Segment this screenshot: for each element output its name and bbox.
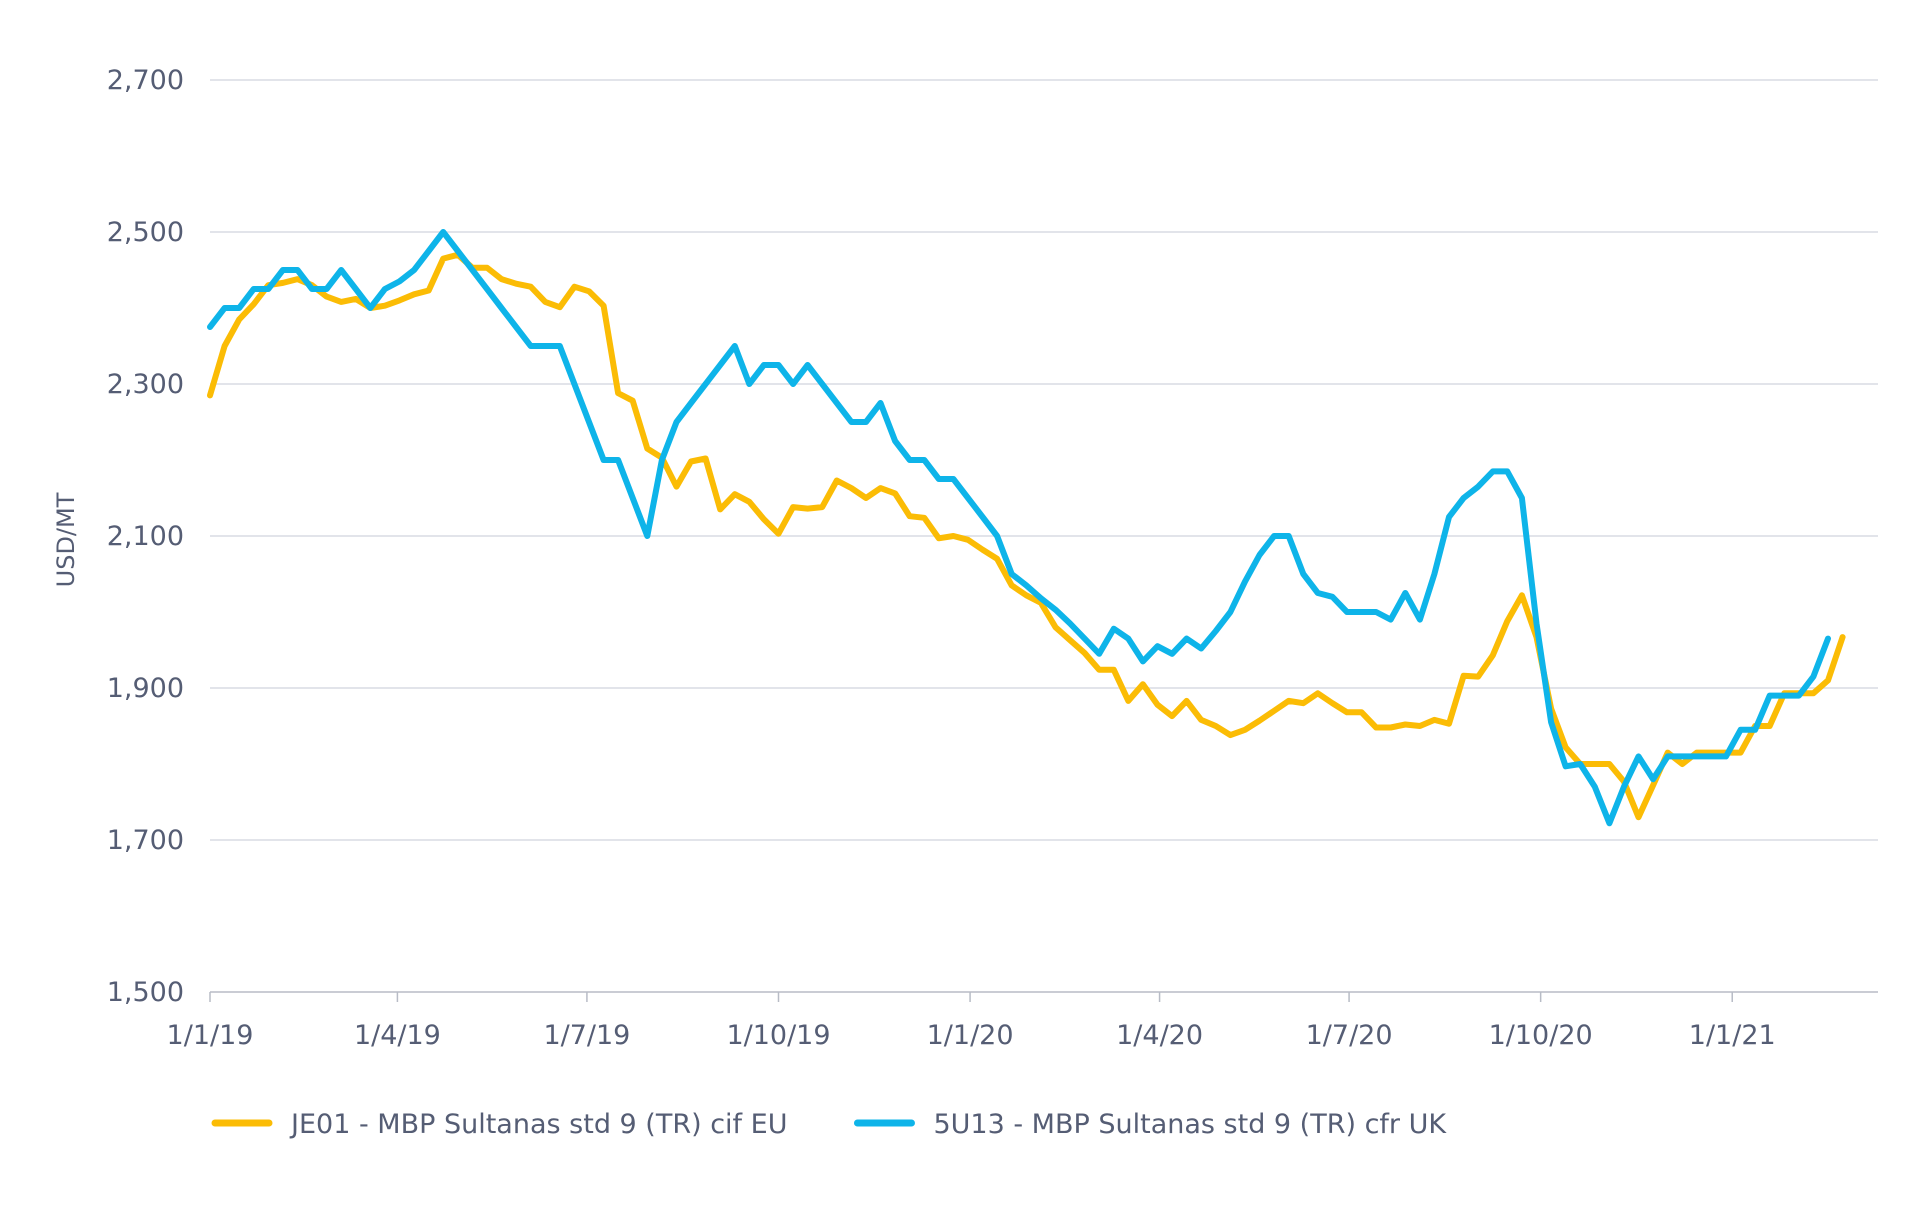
series-line-1	[207, 251, 1846, 821]
y-tick-label: 1,900	[107, 673, 184, 704]
series-lines	[207, 229, 1846, 827]
y-axis-title: USD/MT	[52, 492, 80, 587]
y-tick-label: 1,500	[107, 977, 184, 1008]
gridlines	[210, 79, 1878, 841]
y-tick-label: 1,700	[107, 825, 184, 856]
x-tick-label: 1/1/19	[167, 1020, 254, 1051]
x-tick-label: 1/1/21	[1689, 1020, 1776, 1051]
x-tick-label: 1/10/19	[726, 1020, 830, 1051]
y-axis: 1,500 1,700 1,900 2,100 2,300 2,500 2,700	[107, 65, 184, 1008]
y-tick-label: 2,700	[107, 65, 184, 96]
legend-label: JE01 - MBP Sultanas std 9 (TR) cif EU	[289, 1109, 787, 1140]
legend-label: 5U13 - MBP Sultanas std 9 (TR) cfr UK	[933, 1109, 1447, 1140]
legend: JE01 - MBP Sultanas std 9 (TR) cif EU 5U1…	[211, 1109, 1447, 1140]
x-tick-label: 1/1/20	[927, 1020, 1014, 1051]
x-axis: 1/1/19 1/4/19 1/7/19 1/10/19 1/1/20 1/4/20 1/7…	[167, 991, 1878, 1051]
x-tick-label: 1/10/20	[1489, 1020, 1593, 1051]
y-tick-label: 2,100	[107, 521, 184, 552]
x-tick-label: 1/7/20	[1306, 1020, 1393, 1051]
x-tick-label: 1/7/19	[543, 1020, 630, 1051]
series-line-2	[207, 229, 1831, 827]
y-tick-label: 2,300	[107, 369, 184, 400]
x-tick-label: 1/4/19	[354, 1020, 441, 1051]
y-tick-label: 2,500	[107, 217, 184, 248]
x-tick-label: 1/4/20	[1116, 1020, 1203, 1051]
